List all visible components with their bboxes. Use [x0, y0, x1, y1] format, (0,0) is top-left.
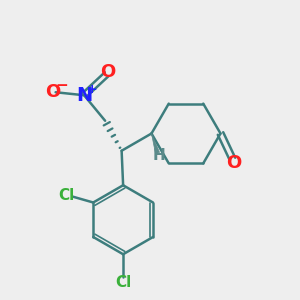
Text: −: − [56, 78, 69, 93]
Text: O: O [226, 154, 242, 172]
Text: H: H [153, 148, 165, 164]
Text: N: N [76, 86, 92, 105]
Polygon shape [152, 134, 160, 154]
Text: Cl: Cl [115, 275, 131, 290]
Text: Cl: Cl [59, 188, 75, 203]
Text: O: O [100, 63, 116, 81]
Text: O: O [46, 83, 61, 101]
Text: +: + [87, 83, 97, 96]
